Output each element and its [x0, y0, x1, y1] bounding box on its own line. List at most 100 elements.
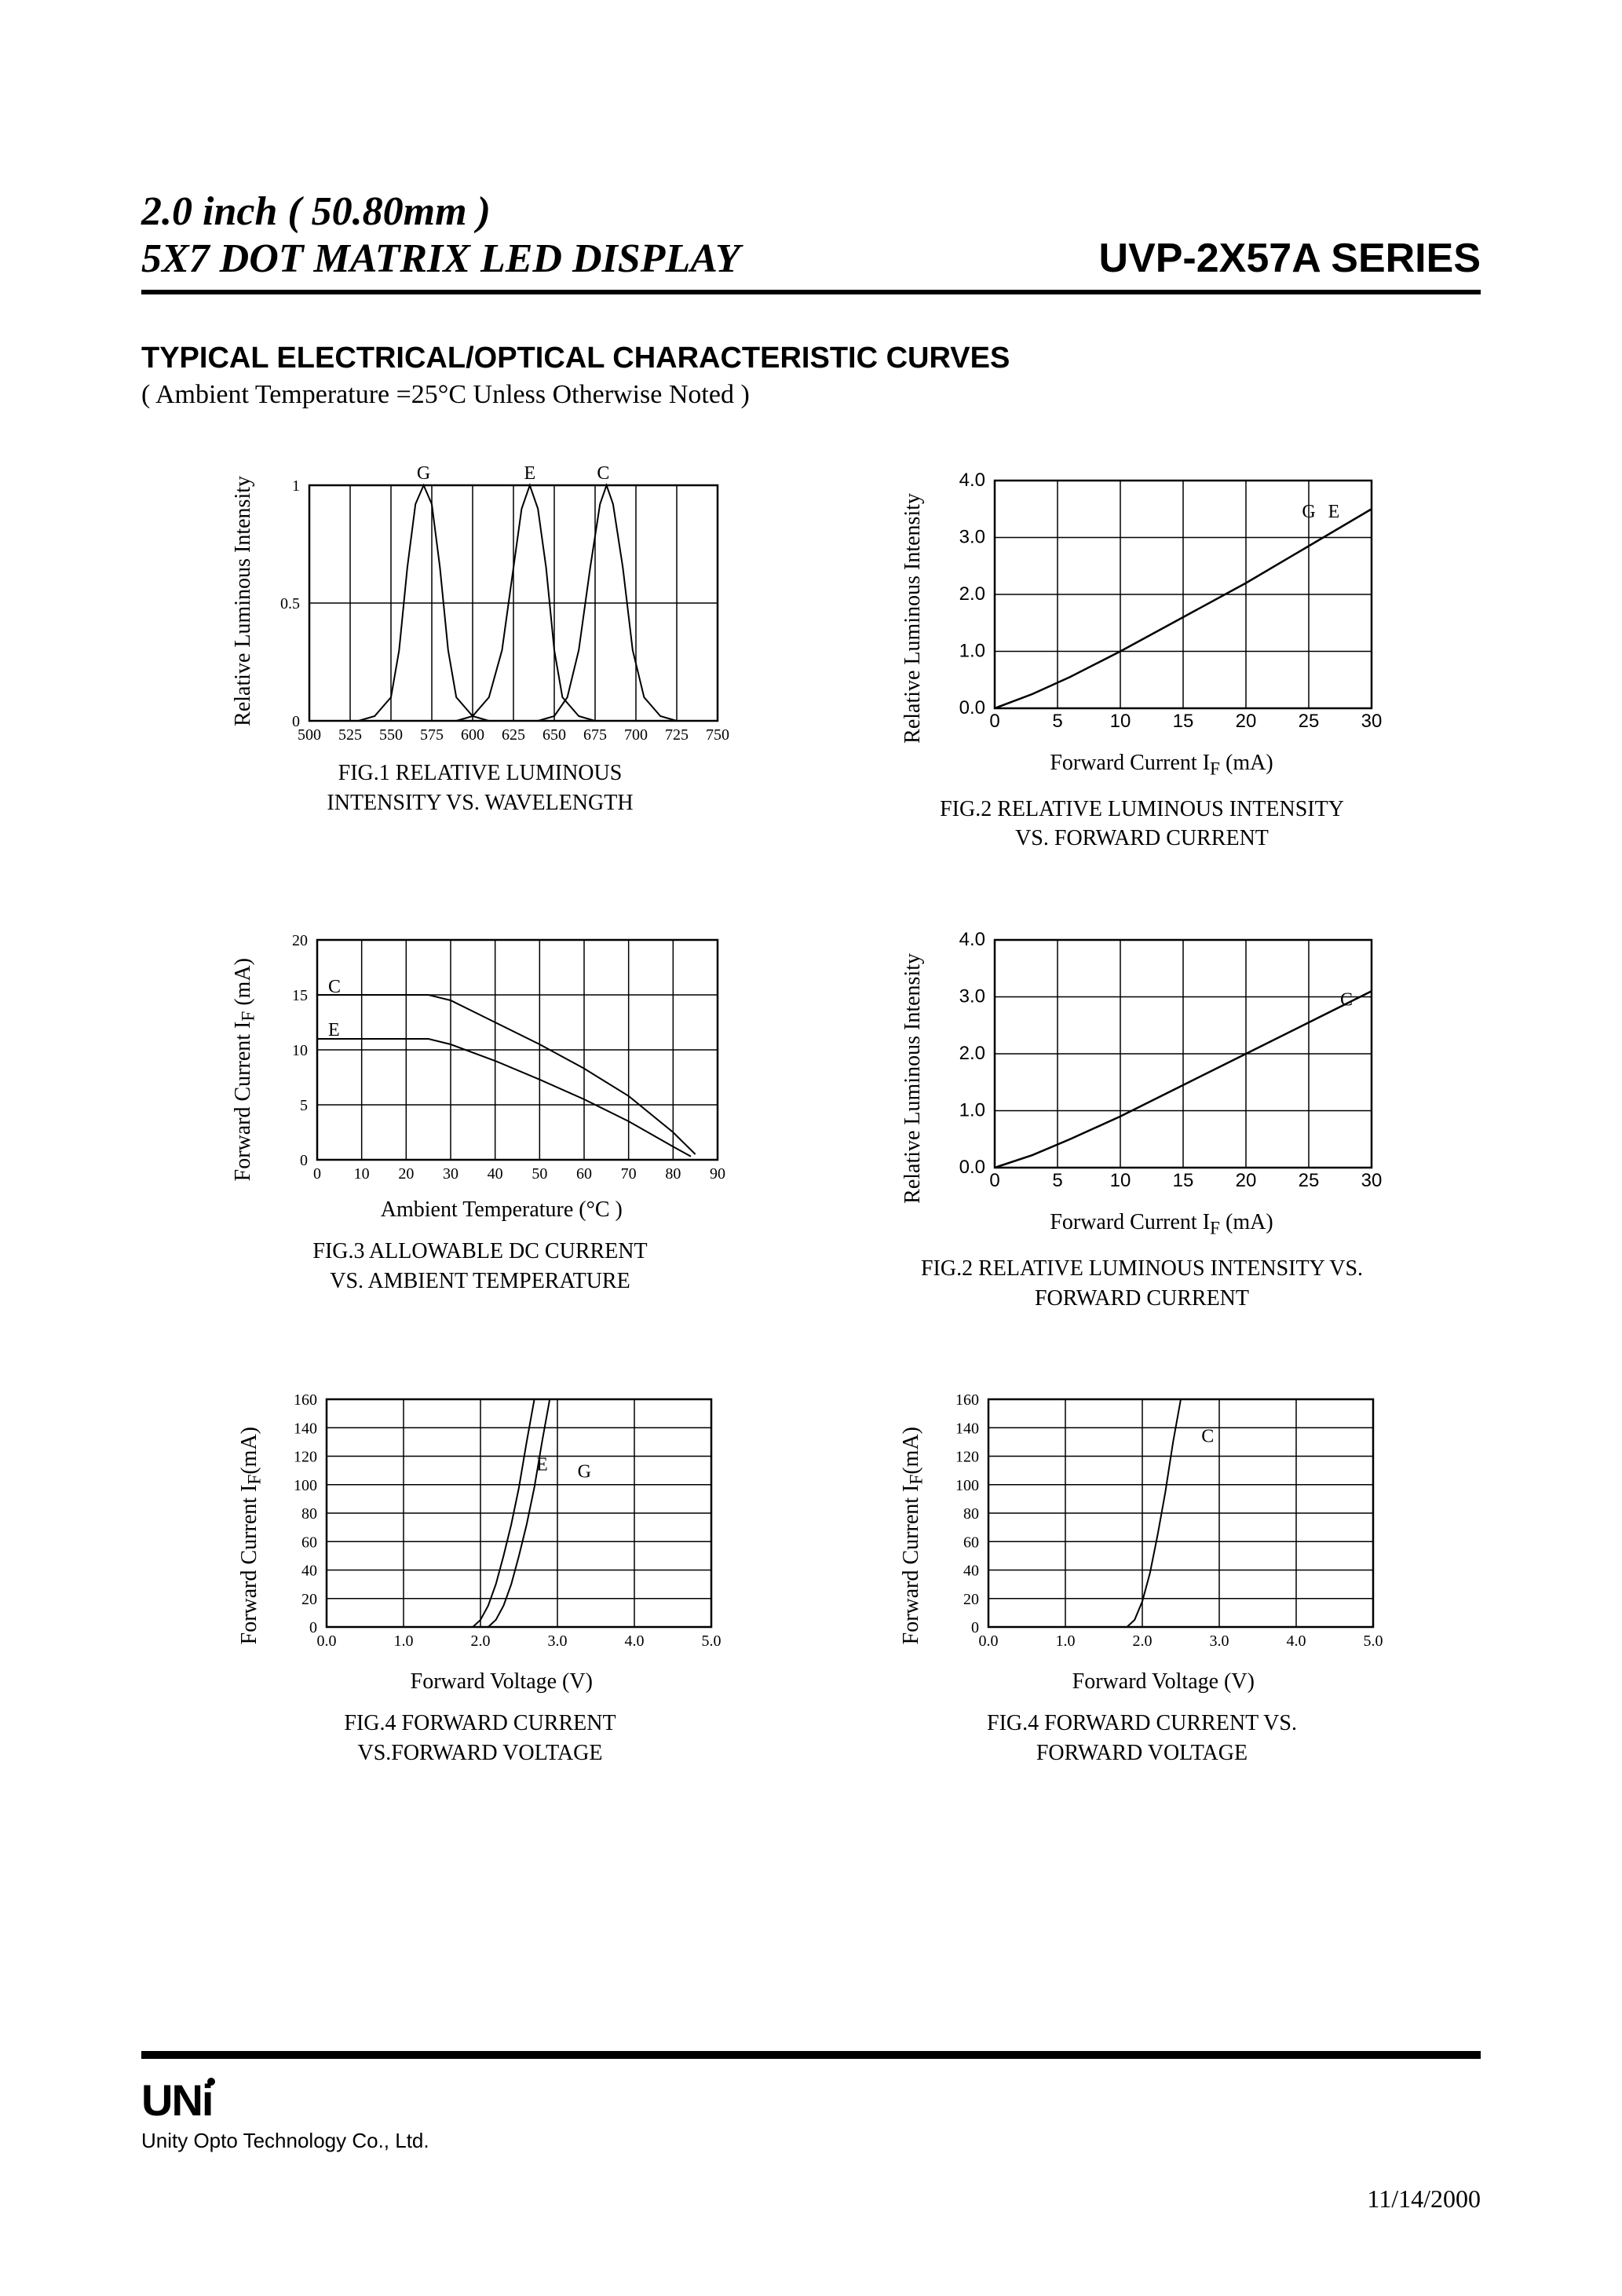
svg-text:625: 625	[502, 726, 525, 744]
svg-text:0.0: 0.0	[959, 1157, 985, 1178]
svg-text:40: 40	[301, 1563, 317, 1580]
chart-fig2a: Relative Luminous Intensity 051015202530…	[835, 457, 1449, 854]
fig2a-ylabel: Relative Luminous Intensity	[901, 493, 926, 744]
fig2b-plot: 0510152025300.01.02.03.04.0C	[940, 916, 1383, 1199]
company-name: Unity Opto Technology Co., Ltd.	[141, 2129, 429, 2153]
page-header: 2.0 inch ( 50.80mm ) 5X7 DOT MATRIX LED …	[141, 188, 1481, 282]
svg-text:0: 0	[971, 1619, 979, 1636]
fig3-ylabel: Forward Current IF (mA)	[231, 958, 260, 1181]
svg-text:E: E	[524, 463, 535, 484]
svg-text:30: 30	[1361, 711, 1383, 732]
chart-fig4a: Forward Current IF(mA) 0.01.02.03.04.05.…	[173, 1376, 787, 1768]
svg-text:15: 15	[1173, 711, 1194, 732]
section-subtitle: ( Ambient Temperature =25°C Unless Other…	[141, 380, 1481, 410]
svg-text:10: 10	[1110, 711, 1131, 732]
svg-text:0: 0	[989, 1170, 999, 1191]
svg-text:C: C	[328, 977, 341, 997]
svg-text:3.0: 3.0	[959, 527, 985, 548]
svg-text:20: 20	[301, 1591, 317, 1608]
svg-text:25: 25	[1299, 711, 1320, 732]
svg-text:120: 120	[294, 1449, 317, 1466]
svg-text:40: 40	[487, 1165, 502, 1183]
fig2a-plot: 0510152025300.01.02.03.04.0GE	[940, 457, 1383, 740]
fig4a-ylabel: Forward Current IF(mA)	[237, 1427, 266, 1644]
svg-text:60: 60	[301, 1534, 317, 1552]
svg-text:550: 550	[379, 726, 403, 744]
svg-text:5: 5	[300, 1097, 308, 1114]
svg-text:750: 750	[706, 726, 729, 744]
svg-text:0: 0	[309, 1619, 317, 1636]
title-line-2: 5X7 DOT MATRIX LED DISPLAY	[141, 236, 740, 282]
svg-text:0.0: 0.0	[317, 1632, 337, 1650]
svg-text:20: 20	[963, 1591, 979, 1608]
svg-text:575: 575	[420, 726, 444, 744]
svg-text:140: 140	[294, 1420, 317, 1438]
section-title: TYPICAL ELECTRICAL/OPTICAL CHARACTERISTI…	[141, 342, 1481, 375]
svg-text:5.0: 5.0	[702, 1632, 721, 1650]
svg-text:C: C	[597, 463, 609, 484]
chart-fig3: Forward Current IF (mA) 0102030405060708…	[173, 916, 787, 1313]
fig2a-caption: FIG.2 RELATIVE LUMINOUS INTENSITY VS. FO…	[940, 795, 1344, 854]
document-date: 11/14/2000	[141, 2184, 1481, 2214]
svg-text:10: 10	[1110, 1170, 1131, 1191]
fig2b-ylabel: Relative Luminous Intensity	[901, 953, 926, 1204]
fig1-plot: 50052555057560062565067570072575000.51GE…	[270, 457, 729, 744]
svg-text:G: G	[1302, 502, 1315, 522]
svg-text:1: 1	[292, 477, 300, 495]
svg-text:1.0: 1.0	[959, 1100, 985, 1121]
svg-text:5.0: 5.0	[1364, 1632, 1383, 1650]
svg-text:30: 30	[1361, 1170, 1383, 1191]
svg-text:2.0: 2.0	[471, 1632, 491, 1650]
title-line-1: 2.0 inch ( 50.80mm )	[141, 188, 1481, 235]
svg-text:525: 525	[338, 726, 362, 744]
svg-text:5: 5	[1052, 1170, 1062, 1191]
svg-text:120: 120	[955, 1449, 979, 1466]
svg-text:20: 20	[1236, 711, 1257, 732]
svg-text:140: 140	[955, 1420, 979, 1438]
fig4a-caption: FIG.4 FORWARD CURRENT VS.FORWARD VOLTAGE	[344, 1709, 616, 1768]
fig4b-ylabel: Forward Current IF(mA)	[899, 1427, 928, 1644]
svg-text:600: 600	[461, 726, 484, 744]
svg-text:100: 100	[955, 1477, 979, 1494]
svg-text:160: 160	[955, 1391, 979, 1409]
fig3-xlabel: Ambient Temperature (°C )	[381, 1197, 623, 1223]
page-footer: UNi Unity Opto Technology Co., Ltd. 11/1…	[141, 2051, 1481, 2214]
footer-rule	[141, 2051, 1481, 2059]
svg-text:3.0: 3.0	[1210, 1632, 1229, 1650]
svg-text:80: 80	[665, 1165, 681, 1183]
fig4b-plot: 0.01.02.03.04.05.0020406080100120140160C	[941, 1376, 1385, 1658]
svg-text:4.0: 4.0	[1287, 1632, 1306, 1650]
chart-fig4b: Forward Current IF(mA) 0.01.02.03.04.05.…	[835, 1376, 1449, 1768]
svg-text:1.0: 1.0	[1056, 1632, 1076, 1650]
svg-text:1.0: 1.0	[959, 641, 985, 662]
fig3-plot: 010203040506070809005101520CE	[274, 916, 729, 1186]
fig4a-xlabel: Forward Voltage (V)	[411, 1669, 593, 1695]
svg-text:160: 160	[294, 1391, 317, 1409]
svg-text:G: G	[578, 1462, 591, 1483]
svg-text:0: 0	[300, 1152, 308, 1169]
svg-text:1.0: 1.0	[394, 1632, 414, 1650]
svg-text:15: 15	[1173, 1170, 1194, 1191]
svg-text:5: 5	[1052, 711, 1062, 732]
svg-text:E: E	[536, 1455, 548, 1475]
fig4a-plot: 0.01.02.03.04.05.0020406080100120140160E…	[279, 1376, 723, 1658]
svg-text:80: 80	[963, 1505, 979, 1523]
svg-text:20: 20	[1236, 1170, 1257, 1191]
svg-text:E: E	[328, 1020, 340, 1040]
svg-text:725: 725	[665, 726, 689, 744]
svg-text:40: 40	[963, 1563, 979, 1580]
svg-text:60: 60	[963, 1534, 979, 1552]
svg-text:0.0: 0.0	[979, 1632, 999, 1650]
svg-text:0.5: 0.5	[280, 595, 300, 612]
svg-text:60: 60	[576, 1165, 592, 1183]
svg-text:E: E	[1328, 502, 1340, 522]
svg-text:0.0: 0.0	[959, 697, 985, 718]
svg-text:70: 70	[620, 1165, 636, 1183]
svg-text:20: 20	[398, 1165, 414, 1183]
svg-text:0: 0	[292, 713, 300, 730]
series-name: UVP-2X57A SERIES	[1099, 235, 1481, 282]
fig2b-xlabel: Forward Current IF (mA)	[1050, 1210, 1273, 1240]
fig4b-xlabel: Forward Voltage (V)	[1072, 1669, 1255, 1695]
svg-text:100: 100	[294, 1477, 317, 1494]
svg-text:700: 700	[624, 726, 648, 744]
